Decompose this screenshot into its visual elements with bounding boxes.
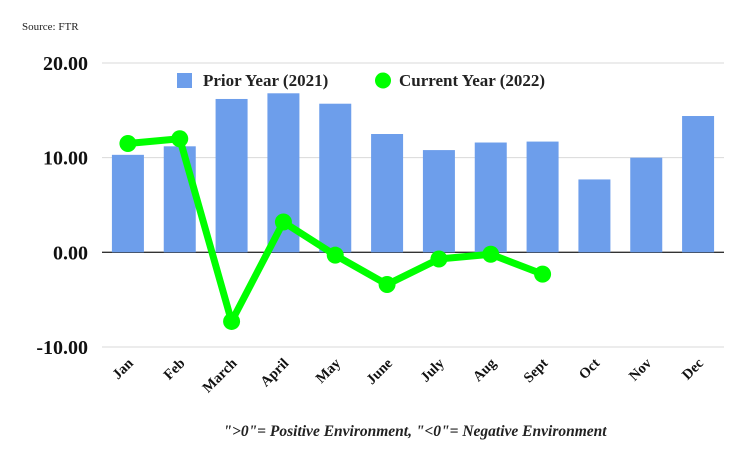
y-tick-label: -10.00: [36, 337, 88, 359]
line-series: [119, 130, 552, 330]
bar-july: [422, 150, 455, 253]
gridlines: [102, 62, 724, 348]
point-march: [223, 312, 241, 330]
x-tick-label: Dec: [679, 355, 707, 383]
x-tick-label: May: [313, 355, 345, 387]
x-tick-label: April: [258, 356, 293, 391]
x-tick-label: Feb: [161, 356, 189, 384]
point-jan: [119, 134, 137, 152]
x-tick-label: June: [364, 355, 397, 388]
point-july: [430, 250, 448, 268]
bar-june: [371, 134, 404, 253]
point-sept: [534, 265, 552, 283]
x-tick-label: July: [418, 355, 449, 386]
bar-may: [319, 103, 352, 253]
source-label: Source: FTR: [22, 21, 79, 33]
y-tick-label: 0.00: [53, 242, 88, 264]
x-tick-label: March: [200, 356, 241, 397]
x-tick-label: Nov: [626, 355, 656, 385]
bar-jan: [111, 154, 144, 253]
x-axis-ticks: Jan Feb March April May June July Aug Sept Oct Nov…: [109, 355, 707, 396]
point-april: [274, 213, 292, 231]
bar-aug: [474, 142, 507, 253]
bar-march: [215, 98, 248, 253]
point-may: [326, 246, 344, 264]
bar-dec: [682, 116, 715, 253]
bar-feb: [163, 146, 196, 253]
x-tick-label: Sept: [521, 355, 552, 386]
y-tick-label: 20.00: [43, 53, 88, 75]
point-aug: [482, 245, 500, 263]
legend-swatch-current: [375, 72, 391, 89]
x-tick-label: Jan: [109, 356, 136, 383]
legend-label-current: Current Year (2022): [399, 71, 545, 90]
legend-swatch-prior: [177, 73, 192, 88]
bar-nov: [630, 157, 663, 253]
x-tick-label: Aug: [470, 355, 500, 385]
point-june: [378, 276, 396, 294]
legend: Prior Year (2021) Current Year (2022): [177, 71, 545, 90]
legend-label-prior: Prior Year (2021): [203, 71, 328, 90]
y-tick-label: 10.00: [43, 148, 88, 170]
bar-sept: [526, 141, 559, 253]
bar-oct: [578, 179, 611, 253]
point-feb: [171, 130, 189, 148]
footnote: ">0"= Positive Environment, "<0"= Negati…: [223, 423, 607, 440]
x-tick-label: Oct: [576, 355, 603, 382]
y-axis-ticks: -10.00 0.00 10.00 20.00: [36, 53, 88, 359]
